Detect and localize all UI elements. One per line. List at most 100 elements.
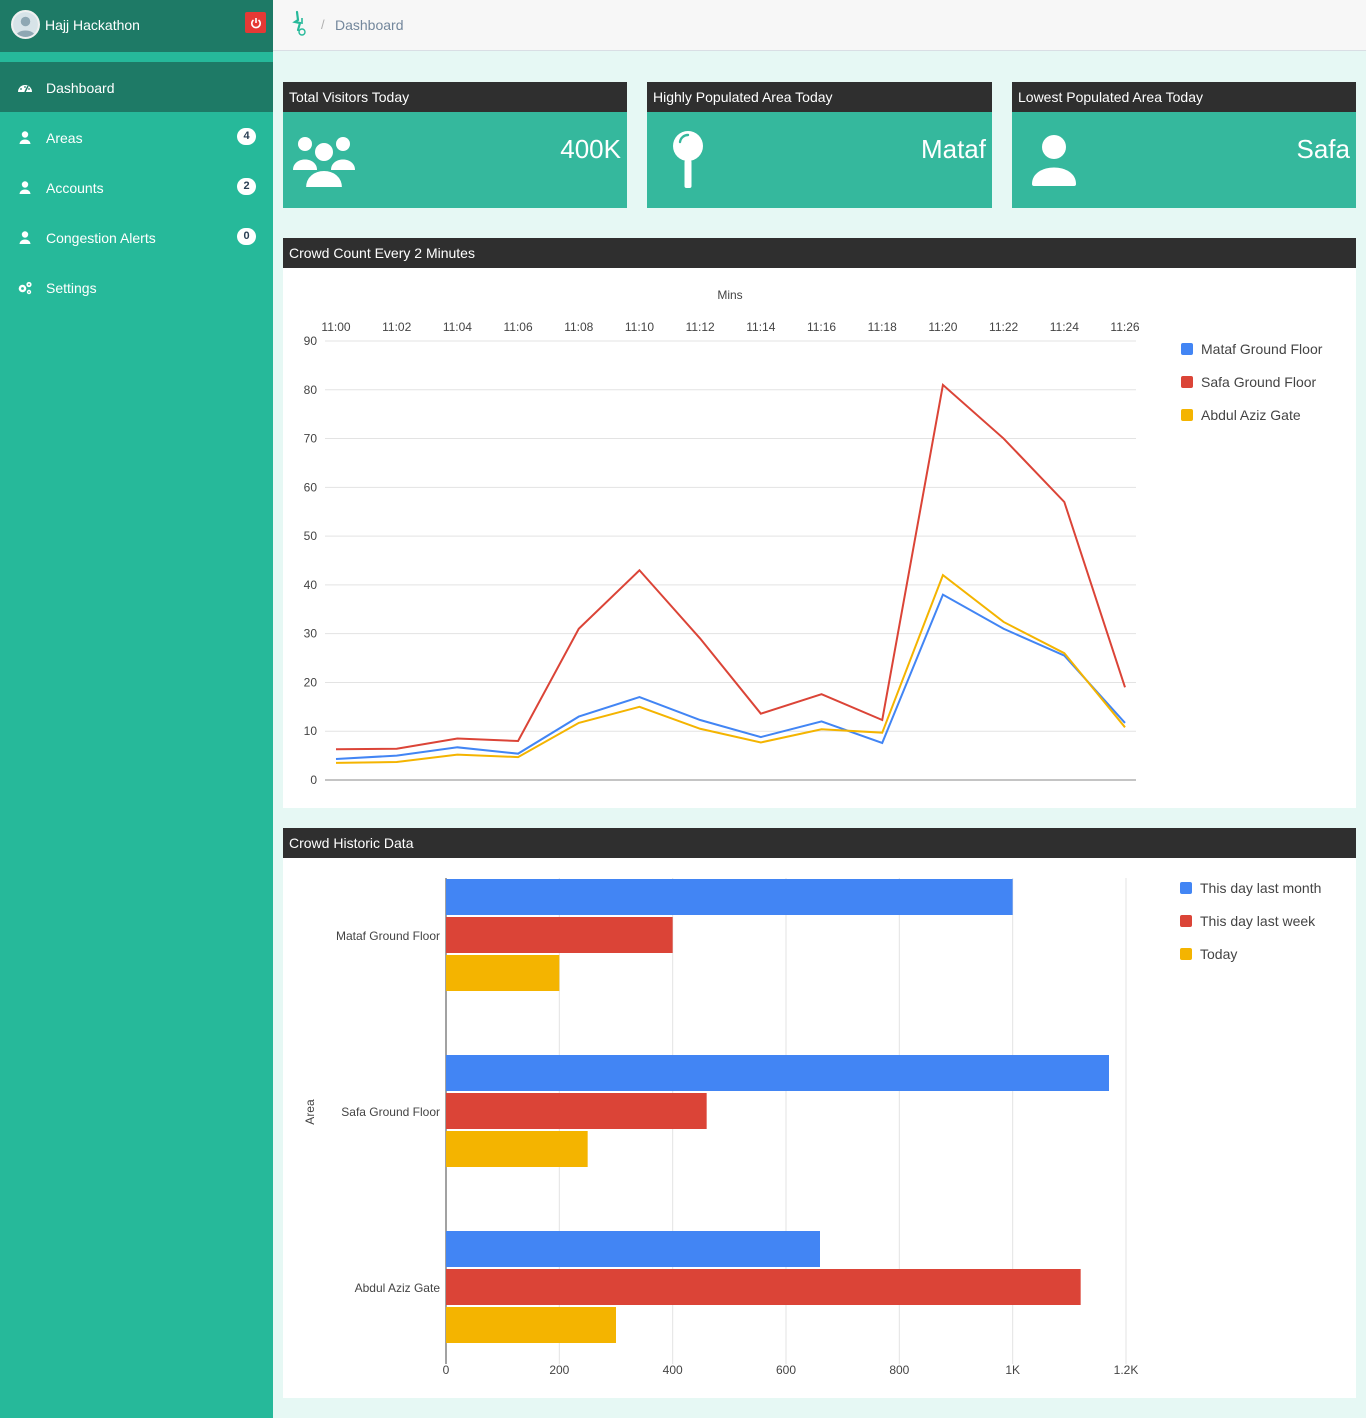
sidebar-item-settings[interactable]: Settings — [0, 262, 273, 312]
areas-count-badge: 4 — [237, 128, 256, 145]
sidebar-item-label: Areas — [46, 130, 83, 146]
x-tick-label: 11:12 — [686, 320, 715, 334]
x-tick-label: 11:26 — [1110, 320, 1139, 334]
sidebar-item-congestion-alerts[interactable]: Congestion Alerts 0 — [0, 212, 273, 262]
power-icon — [250, 17, 261, 28]
users-icon — [293, 137, 355, 189]
legend-swatch — [1181, 376, 1193, 388]
card-title: Highly Populated Area Today — [647, 82, 992, 112]
legend-label: Abdul Aziz Gate — [1201, 407, 1301, 423]
highly-populated-card: Highly Populated Area Today Mataf — [647, 82, 992, 208]
legend-label: This day last week — [1200, 913, 1316, 929]
x-tick-label: 600 — [776, 1363, 796, 1377]
x-tick-label: 11:00 — [321, 320, 350, 334]
x-tick-label: 11:04 — [443, 320, 472, 334]
user-avatar-icon — [13, 12, 38, 37]
sidebar-item-label: Congestion Alerts — [46, 230, 156, 246]
x-axis-label: Mins — [717, 288, 742, 302]
line-chart-title: Crowd Count Every 2 Minutes — [283, 238, 1356, 268]
category-label: Safa Ground Floor — [341, 1105, 440, 1119]
user-icon — [19, 231, 31, 244]
bar — [446, 1269, 1081, 1305]
y-tick-label: 90 — [304, 334, 318, 348]
x-tick-label: 11:06 — [504, 320, 533, 334]
x-tick-label: 800 — [889, 1363, 909, 1377]
y-tick-label: 70 — [304, 432, 318, 446]
legend-swatch — [1180, 915, 1192, 927]
x-tick-label: 11:22 — [989, 320, 1018, 334]
bar-chart-title: Crowd Historic Data — [283, 828, 1356, 858]
y-tick-label: 10 — [304, 724, 318, 738]
sidebar-item-areas[interactable]: Areas 4 — [0, 112, 273, 162]
legend-label: Mataf Ground Floor — [1201, 341, 1323, 357]
x-tick-label: 11:14 — [746, 320, 775, 334]
crowd-count-panel: Crowd Count Every 2 Minutes 0 10 20 30 40 50 6… — [283, 238, 1356, 808]
legend-swatch — [1180, 948, 1192, 960]
sidebar-header: Hajj Hackathon — [0, 0, 273, 52]
accounts-count-badge: 2 — [237, 178, 256, 195]
y-tick-label: 20 — [304, 675, 318, 689]
bar — [446, 1131, 588, 1167]
y-tick-label: 30 — [304, 627, 318, 641]
crowd-historic-panel: Crowd Historic Data 0 200 400 600 800 1K 1.2K M… — [283, 828, 1356, 1398]
legend-swatch — [1181, 343, 1193, 355]
total-visitors-card: Total Visitors Today 400K — [283, 82, 627, 208]
sidebar-item-accounts[interactable]: Accounts 2 — [0, 162, 273, 212]
legend-swatch — [1181, 409, 1193, 421]
legend-label: Today — [1200, 946, 1238, 962]
breadcrumb-current: Dashboard — [335, 17, 404, 33]
bar — [446, 1055, 1109, 1091]
y-axis-label: Area — [303, 1099, 317, 1125]
bar — [446, 1231, 820, 1267]
bar — [446, 955, 560, 991]
logout-button[interactable] — [245, 12, 266, 33]
sidebar: Hajj Hackathon Dashboard Areas 4 — [0, 0, 273, 1418]
x-tick-label: 11:08 — [564, 320, 593, 334]
highly-populated-value: Mataf — [920, 134, 986, 164]
x-tick-label: 11:20 — [928, 320, 957, 334]
x-tick-label: 1K — [1005, 1363, 1020, 1377]
x-tick-label: 11:10 — [625, 320, 654, 334]
bar — [446, 1093, 707, 1129]
legend-swatch — [1180, 882, 1192, 894]
legend-label: Safa Ground Floor — [1201, 374, 1317, 390]
dashboard-icon — [18, 85, 32, 93]
card-title: Lowest Populated Area Today — [1012, 82, 1356, 112]
lowest-populated-value: Safa — [1296, 134, 1351, 164]
y-tick-label: 40 — [304, 578, 318, 592]
avatar[interactable] — [11, 10, 40, 39]
x-tick-label: 11:24 — [1050, 320, 1079, 334]
user-icon — [19, 181, 31, 194]
bar — [446, 917, 673, 953]
breadcrumb-separator: / — [321, 17, 325, 32]
top-bar: / Dashboard — [273, 0, 1366, 51]
app-title: Hajj Hackathon — [45, 17, 140, 33]
y-tick-label: 50 — [304, 529, 318, 543]
gears-icon — [18, 281, 32, 295]
x-tick-label: 11:18 — [868, 320, 897, 334]
total-visitors-value: 400K — [560, 134, 621, 164]
x-tick-label: 1.2K — [1114, 1363, 1139, 1377]
home-logo-icon[interactable] — [291, 10, 309, 38]
sidebar-item-dashboard[interactable]: Dashboard — [0, 62, 273, 112]
x-tick-label: 11:02 — [382, 320, 411, 334]
x-tick-label: 200 — [549, 1363, 569, 1377]
category-label: Abdul Aziz Gate — [355, 1281, 441, 1295]
legend-label: This day last month — [1200, 880, 1322, 896]
y-tick-label: 0 — [310, 773, 317, 787]
map-pin-icon — [673, 131, 703, 188]
y-tick-label: 80 — [304, 383, 318, 397]
series-line — [335, 573, 1126, 764]
user-icon — [1032, 135, 1076, 186]
x-tick-label: 11:16 — [807, 320, 836, 334]
x-tick-label: 0 — [443, 1363, 450, 1377]
alerts-count-badge: 0 — [237, 228, 256, 245]
sidebar-item-label: Dashboard — [46, 80, 115, 96]
lowest-populated-card: Lowest Populated Area Today Safa — [1012, 82, 1356, 208]
x-tick-label: 400 — [663, 1363, 683, 1377]
card-title: Total Visitors Today — [283, 82, 627, 112]
bar — [446, 879, 1013, 915]
category-label: Mataf Ground Floor — [336, 929, 440, 943]
sidebar-menu: Dashboard Areas 4 Accounts 2 Congestion … — [0, 62, 273, 312]
